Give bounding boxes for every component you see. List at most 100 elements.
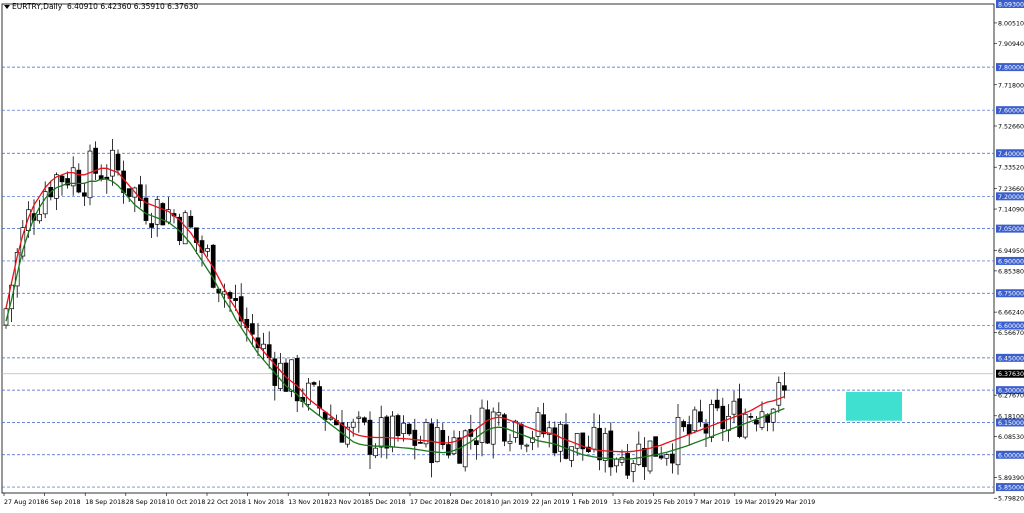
- candle-body: [698, 411, 703, 423]
- candle-body: [748, 416, 754, 418]
- candle-body: [328, 417, 334, 420]
- candle-body: [238, 296, 244, 322]
- level-price-tag: [996, 256, 1024, 265]
- x-tick-label: 6 Sep 2018: [45, 499, 81, 506]
- candle-body: [395, 415, 401, 437]
- x-tick-label: 29 Mar 2019: [775, 499, 815, 506]
- candle-body: [574, 432, 580, 449]
- candle-body: [759, 411, 765, 428]
- candle-body: [115, 154, 121, 171]
- candle-body: [126, 188, 132, 197]
- current-price-tag: [996, 369, 1024, 378]
- candle-body: [390, 415, 395, 448]
- candle-body: [692, 409, 698, 432]
- candle-body: [670, 453, 675, 464]
- candle-body: [681, 421, 686, 428]
- candle-body: [530, 437, 535, 443]
- x-tick-label: 5 Dec 2018: [369, 499, 405, 506]
- level-price-tag: [996, 192, 1024, 201]
- candle-body: [754, 419, 759, 425]
- x-tick-label: 17 Dec 2018: [410, 499, 450, 506]
- candle-body: [143, 197, 149, 221]
- y-tick-label: 7.40000: [998, 151, 1024, 158]
- candle-body: [59, 175, 65, 183]
- candle-body: [121, 170, 126, 193]
- candle-body: [619, 457, 625, 463]
- x-tick-label: 19 Mar 2019: [735, 499, 775, 506]
- candle-body: [602, 433, 608, 461]
- x-tick-label: 18 Sep 2018: [85, 499, 125, 506]
- candle-body: [160, 203, 166, 226]
- candle-body: [70, 167, 76, 187]
- y-tick-label: 6.60000: [998, 323, 1024, 330]
- candle-body: [154, 199, 160, 225]
- candle-body: [362, 417, 367, 423]
- level-price-tag: [996, 483, 1024, 492]
- y-tick-label: 8.00510: [998, 20, 1024, 27]
- candle-body: [250, 323, 255, 335]
- y-tick-label: 7.90940: [998, 41, 1024, 48]
- candle-body: [513, 420, 518, 438]
- candle-body: [378, 417, 384, 448]
- candle-body: [731, 400, 737, 415]
- level-price-tag: [996, 149, 1024, 158]
- candle-body: [188, 215, 194, 228]
- x-tick-label: 28 Sep 2018: [126, 499, 166, 506]
- level-price-tag: [996, 450, 1024, 459]
- green-moving-average: [5, 178, 785, 460]
- candle-body: [658, 455, 664, 459]
- y-tick-label: 6.90000: [998, 258, 1024, 265]
- candle-body: [664, 454, 670, 459]
- level-price-tag: [996, 289, 1024, 298]
- candle-body: [742, 413, 748, 438]
- candle-body: [110, 149, 115, 177]
- candle-body: [720, 405, 726, 430]
- y-tick-label: 5.89390: [998, 475, 1024, 482]
- y-tick-label: 6.94950: [998, 248, 1024, 255]
- candle-body: [356, 416, 362, 419]
- y-tick-label: 6.27670: [998, 393, 1024, 400]
- candle-body: [675, 416, 681, 466]
- candle-body: [82, 192, 87, 197]
- candle-body: [608, 430, 614, 468]
- level-price-tag: [996, 386, 1024, 395]
- y-tick-label: 7.52660: [998, 123, 1024, 130]
- x-tick-label: 7 Mar 2019: [694, 499, 730, 506]
- candle-body: [412, 429, 418, 446]
- y-tick-label: 6.30000: [998, 388, 1024, 395]
- candle-body: [446, 444, 451, 456]
- symbol-label: EURTRY,Daily: [12, 2, 63, 11]
- y-tick-label: 5.79820: [998, 496, 1024, 503]
- y-tick-label: 6.45000: [998, 355, 1024, 362]
- candle-body: [306, 382, 311, 405]
- candle-body: [406, 423, 412, 435]
- candle-body: [782, 385, 787, 391]
- candle-body: [418, 442, 423, 444]
- x-tick-label: 22 Jan 2019: [532, 499, 570, 506]
- candle-body: [373, 447, 378, 457]
- dropdown-arrow-icon[interactable]: [4, 5, 10, 9]
- candle-body: [87, 150, 93, 199]
- y-tick-label: 6.15000: [998, 420, 1024, 427]
- candle-body: [37, 213, 42, 222]
- candle-body: [597, 427, 602, 461]
- level-price-tag: [996, 106, 1024, 115]
- red-moving-average: [5, 167, 785, 453]
- y-tick-label: 6.66240: [998, 310, 1024, 317]
- candle-body: [434, 427, 440, 463]
- y-tick-label: 7.14090: [998, 207, 1024, 214]
- candle-body: [524, 444, 530, 447]
- candle-body: [423, 422, 429, 445]
- y-tick-label: 7.80000: [998, 65, 1024, 72]
- y-tick-label: 6.56670: [998, 330, 1024, 337]
- chart-title-bar: EURTRY,Daily 6.40910 6.42360 6.35910 6.3…: [4, 2, 198, 11]
- candle-body: [625, 452, 630, 476]
- current-price-label: 6.37630: [998, 371, 1024, 378]
- candle-body: [350, 421, 356, 428]
- x-tick-label: 10 Oct 2018: [166, 499, 205, 506]
- candle-body: [709, 404, 714, 438]
- ohlc-readout: 6.40910 6.42360 6.35910 6.37630: [66, 2, 199, 11]
- y-tick-label: 6.08530: [998, 434, 1024, 441]
- candle-body: [507, 440, 513, 444]
